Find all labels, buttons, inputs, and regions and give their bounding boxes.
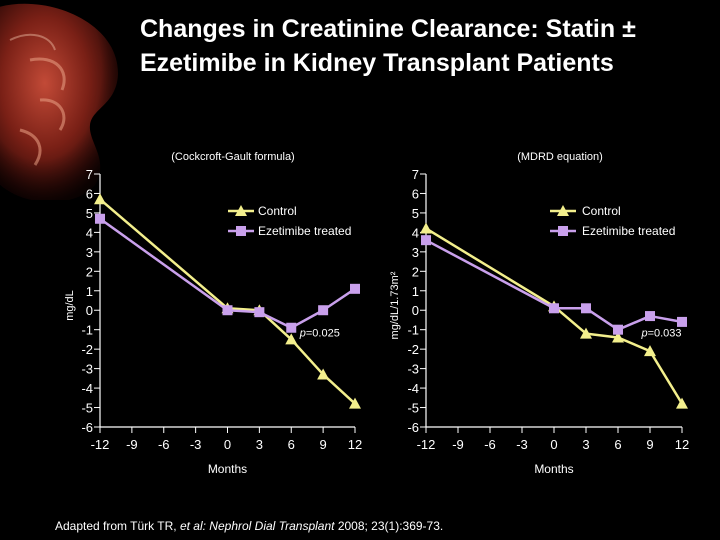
data-point-ezetimibe [645, 311, 655, 322]
y-tick-label: -5 [407, 401, 419, 416]
x-tick-label: -3 [516, 437, 528, 452]
x-tick-label: 0 [550, 437, 557, 452]
x-tick-label: 6 [288, 437, 295, 452]
x-tick-label: 3 [256, 437, 263, 452]
y-tick-label: -4 [81, 381, 93, 396]
x-tick-label: -9 [126, 437, 138, 452]
data-point-control [94, 193, 106, 205]
chart-title: (MDRD equation) [517, 151, 603, 163]
data-point-control [285, 333, 298, 345]
x-tick-label: 12 [348, 437, 362, 452]
citation: Adapted from Türk TR, et al: Nephrol Dia… [55, 519, 443, 533]
y-tick-label: 2 [412, 264, 419, 279]
data-point-ezetimibe [613, 324, 623, 335]
data-point-control [349, 397, 361, 409]
data-point-control [580, 327, 592, 339]
legend-marker-square [558, 226, 568, 236]
p-value-annotation: p=0.033 [640, 328, 681, 340]
y-tick-label: 0 [412, 303, 419, 318]
y-tick-label: -3 [407, 362, 419, 377]
y-axis-label: mg/dL/1.73m² [389, 271, 401, 339]
legend-marker-triangle [235, 205, 247, 216]
data-point-ezetimibe [421, 235, 431, 246]
x-tick-label: 12 [675, 437, 689, 452]
legend-label: Ezetimibe treated [582, 224, 675, 238]
x-tick-label: 9 [646, 437, 653, 452]
y-axis-label: mg/dL [64, 290, 76, 321]
series-line-ezetimibe [99, 217, 356, 329]
citation-journal: et al: Nephrol Dial Transplant [179, 519, 335, 533]
y-tick-label: -1 [81, 323, 93, 338]
y-tick-label: -5 [81, 401, 93, 416]
title-line-2: Ezetimibe in Kidney Transplant Patients [140, 49, 614, 77]
x-tick-label: 3 [582, 437, 589, 452]
y-tick-label: -4 [407, 381, 419, 396]
y-tick-label: 5 [412, 206, 419, 221]
y-tick-label: -6 [407, 420, 419, 435]
data-point-control [317, 368, 330, 380]
p-value-annotation: p=0.025 [299, 328, 340, 340]
y-tick-label: 3 [412, 245, 419, 260]
x-axis-label: Months [208, 462, 247, 476]
data-point-ezetimibe [549, 303, 559, 314]
y-tick-label: 4 [412, 225, 419, 240]
y-tick-label: -1 [407, 323, 419, 338]
x-tick-label: -6 [158, 437, 170, 452]
kidney-illustration [0, 0, 135, 200]
x-tick-label: -12 [91, 437, 110, 452]
x-tick-label: -3 [190, 437, 202, 452]
data-point-ezetimibe [286, 322, 297, 333]
data-point-control [644, 345, 656, 357]
legend-label: Ezetimibe treated [258, 224, 351, 238]
y-tick-label: -3 [81, 362, 93, 377]
y-tick-label: 3 [86, 245, 93, 260]
data-point-ezetimibe [677, 316, 687, 327]
citation-suffix: 2008; 23(1):369-73. [334, 519, 444, 533]
y-tick-label: -6 [81, 420, 93, 435]
y-tick-label: 2 [86, 264, 93, 279]
legend-marker-square [236, 226, 246, 236]
x-axis-label: Months [534, 462, 573, 476]
data-point-ezetimibe [581, 303, 591, 314]
y-tick-label: -2 [407, 342, 419, 357]
x-tick-label: -6 [484, 437, 496, 452]
data-point-ezetimibe [318, 305, 329, 316]
legend-label: Control [582, 204, 621, 218]
data-point-control [676, 397, 688, 409]
series-line-ezetimibe [425, 239, 683, 331]
data-point-ezetimibe [350, 283, 360, 294]
series-line-control [425, 227, 684, 405]
y-tick-label: 1 [86, 284, 93, 299]
x-tick-label: 0 [224, 437, 231, 452]
data-point-control [420, 222, 432, 234]
data-point-ezetimibe [222, 305, 233, 316]
data-point-ezetimibe [254, 307, 265, 318]
y-tick-label: 5 [86, 206, 93, 221]
legend-marker-triangle [557, 205, 569, 216]
data-point-control [612, 331, 624, 343]
data-point-ezetimibe [95, 213, 105, 224]
x-tick-label: 6 [614, 437, 621, 452]
y-tick-label: 0 [86, 303, 93, 318]
citation-prefix: Adapted from Türk TR, [55, 519, 180, 533]
x-tick-label: -9 [452, 437, 464, 452]
x-tick-label: -12 [417, 437, 436, 452]
x-tick-label: 9 [320, 437, 327, 452]
y-tick-label: 7 [86, 167, 93, 182]
y-tick-label: -2 [81, 342, 93, 357]
y-tick-label: 6 [86, 186, 93, 201]
y-tick-label: 1 [412, 284, 419, 299]
y-tick-label: 4 [86, 225, 93, 240]
y-tick-label: 6 [412, 186, 419, 201]
chart-title: (Cockcroft-Gault formula) [171, 151, 294, 163]
legend-label: Control [258, 204, 297, 218]
title-line-1: Changes in Creatinine Clearance: Statin … [140, 15, 636, 43]
slide-title: Changes in Creatinine Clearance: Statin … [140, 12, 710, 80]
y-tick-label: 7 [412, 167, 419, 182]
